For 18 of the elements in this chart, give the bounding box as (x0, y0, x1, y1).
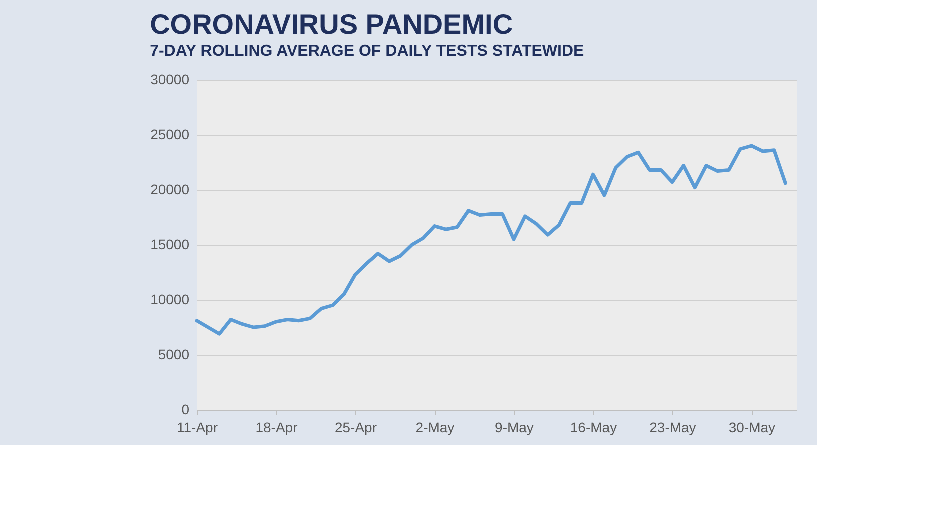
y-tick-label: 0 (182, 402, 190, 418)
y-tick-label: 20000 (150, 182, 190, 198)
x-tick-label: 9-May (495, 420, 534, 436)
x-tick-label: 16-May (570, 420, 618, 436)
x-tick-label: 11-Apr (177, 420, 218, 436)
chart-subtitle: 7-DAY ROLLING AVERAGE OF DAILY TESTS STATEWIDE (150, 43, 585, 60)
y-tick-label: 10000 (150, 292, 190, 308)
chart-title: CORONAVIRUS PANDEMIC (150, 9, 514, 40)
x-tick-label: 30-May (728, 420, 776, 436)
line-series (195, 144, 788, 336)
x-tick-label: 18-Apr (256, 420, 298, 436)
x-tick-label: 23-May (650, 420, 696, 436)
x-tick-label: 2-May (416, 420, 455, 436)
y-tick-label: 30000 (150, 72, 190, 88)
y-tick-label: 5000 (158, 346, 190, 362)
x-tick-label: 25-Apr (334, 420, 378, 436)
y-tick-label: 15000 (150, 236, 190, 252)
y-tick-label: 25000 (150, 126, 190, 142)
